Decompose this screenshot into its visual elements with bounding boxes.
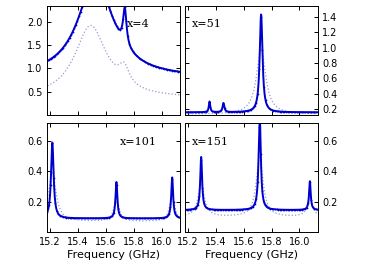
Text: x=151: x=151 — [192, 136, 229, 147]
Text: x=4: x=4 — [127, 19, 150, 29]
X-axis label: Frequency (GHz): Frequency (GHz) — [205, 250, 298, 260]
X-axis label: Frequency (GHz): Frequency (GHz) — [67, 250, 160, 260]
Text: x=51: x=51 — [192, 19, 222, 29]
Text: x=101: x=101 — [120, 136, 157, 147]
